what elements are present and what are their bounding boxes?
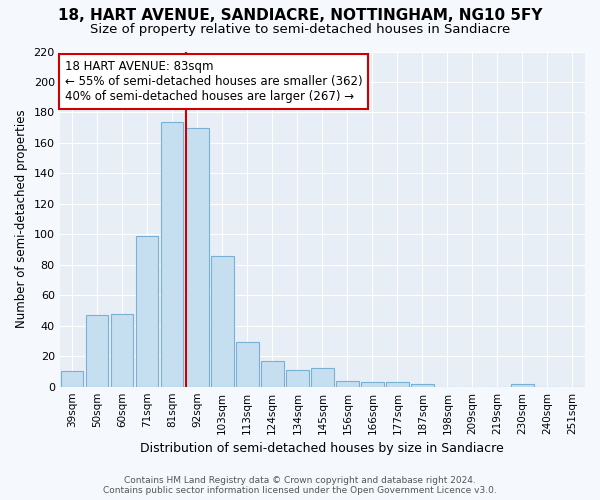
Y-axis label: Number of semi-detached properties: Number of semi-detached properties [15,110,28,328]
Bar [261,361,284,386]
Text: 18, HART AVENUE, SANDIACRE, NOTTINGHAM, NG10 5FY: 18, HART AVENUE, SANDIACRE, NOTTINGHAM, … [58,8,542,22]
Bar [311,368,334,386]
Text: 18 HART AVENUE: 83sqm
← 55% of semi-detached houses are smaller (362)
40% of sem: 18 HART AVENUE: 83sqm ← 55% of semi-deta… [65,60,362,103]
Bar [186,128,209,386]
Bar [211,256,233,386]
Bar [411,384,434,386]
Text: Size of property relative to semi-detached houses in Sandiacre: Size of property relative to semi-detach… [90,22,510,36]
Bar [111,314,133,386]
Bar [386,382,409,386]
Bar [161,122,184,386]
Bar [136,236,158,386]
X-axis label: Distribution of semi-detached houses by size in Sandiacre: Distribution of semi-detached houses by … [140,442,504,455]
Bar [61,372,83,386]
Text: Contains HM Land Registry data © Crown copyright and database right 2024.
Contai: Contains HM Land Registry data © Crown c… [103,476,497,495]
Bar [236,342,259,386]
Bar [86,315,109,386]
Bar [286,370,308,386]
Bar [361,382,383,386]
Bar [336,380,359,386]
Bar [511,384,534,386]
